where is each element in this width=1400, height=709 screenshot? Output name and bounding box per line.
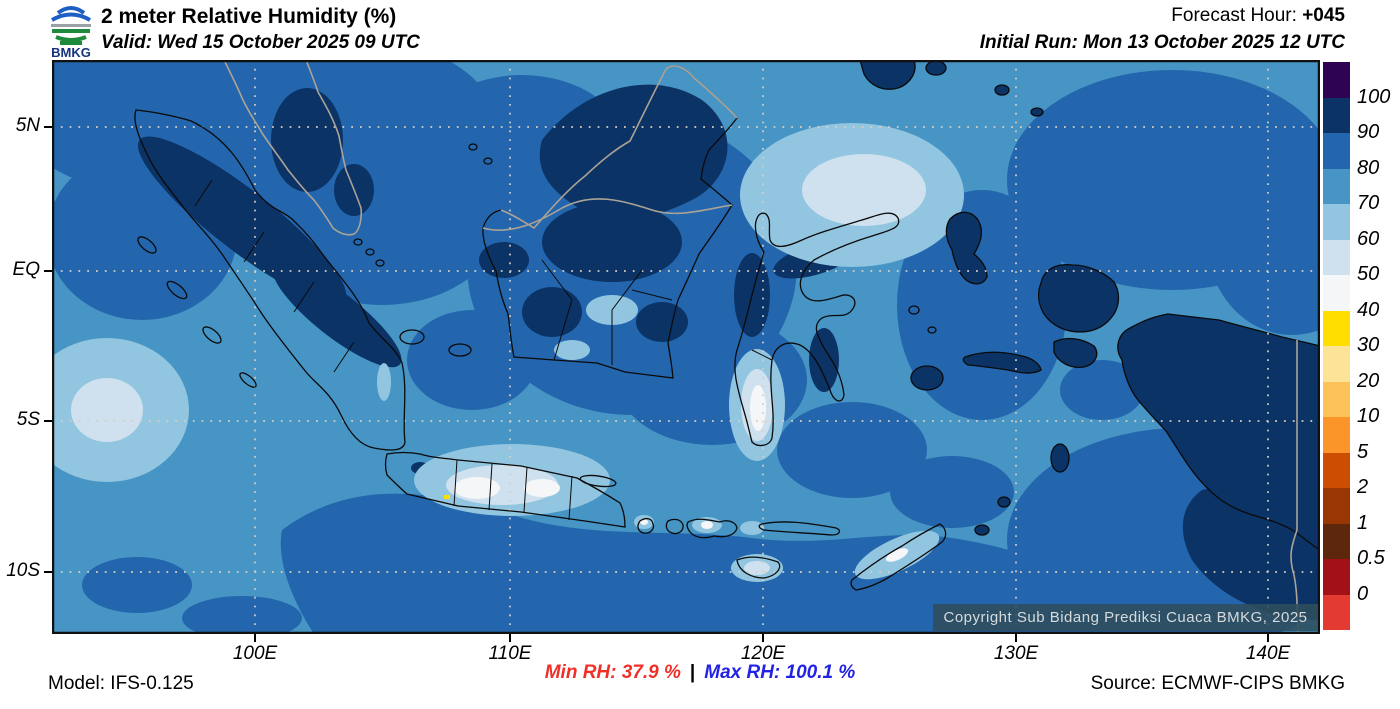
lon-tick-mark	[1015, 634, 1017, 642]
colorbar-segment	[1323, 168, 1350, 204]
page-title: 2 meter Relative Humidity (%)	[101, 5, 397, 28]
bmkg-logo-text: BMKG	[51, 45, 91, 59]
colorbar-segment	[1323, 275, 1350, 311]
coast-madura	[579, 474, 617, 488]
colorbar-tick-label: 60	[1357, 227, 1380, 250]
colorbar-segment	[1323, 97, 1350, 133]
initial-run: Initial Run: Mon 13 October 2025 12 UTC	[979, 32, 1345, 53]
colorbar-tick-label: 20	[1357, 369, 1380, 392]
lat-tick-label: 10S	[6, 560, 40, 581]
lon-tick-mark	[509, 634, 511, 642]
lon-tick-label: 120E	[740, 643, 786, 664]
forecast-hour-label: Forecast Hour:	[1171, 5, 1303, 26]
rh-40-50	[454, 385, 909, 562]
colorbar-segment	[1323, 488, 1350, 524]
land-seram	[962, 351, 1042, 374]
minmax-separator: |	[689, 662, 696, 683]
lat-tick-label: EQ	[12, 259, 40, 280]
rh-80-90	[12, 20, 1377, 652]
coast-java	[384, 451, 626, 528]
colorbar-segment	[1323, 346, 1350, 382]
coastlines-indonesia	[134, 65, 947, 591]
land-mindanao	[859, 59, 916, 90]
map-area: Copyright Sub Bidang Prediksi Cuaca BMKG…	[12, 20, 1377, 652]
model-label: Model: IFS-0.125	[48, 673, 194, 694]
lat-tick-label: 5S	[16, 409, 40, 430]
coast-sumba	[736, 556, 781, 579]
colorbar-segment	[1323, 133, 1350, 169]
lat-tick-mark	[44, 270, 52, 272]
lon-tick-mark	[254, 634, 256, 642]
colorbar-tick-label: 70	[1357, 192, 1380, 214]
land-papua	[1117, 313, 1321, 552]
land-navy	[859, 59, 1321, 552]
land-buru	[910, 365, 944, 391]
land-aru	[1050, 443, 1070, 473]
colorbar-segment	[1323, 381, 1350, 417]
lat-tick-mark	[44, 126, 52, 128]
gridlines	[52, 60, 1320, 634]
coast-lombok	[665, 518, 684, 535]
lon-tick-mark	[762, 634, 764, 642]
colorbar-tick-label: 0	[1357, 582, 1369, 605]
min-rh: Min RH: 37.9 %	[544, 662, 681, 683]
colorbar-segment	[1323, 62, 1350, 98]
source-label: Source: ECMWF-CIPS BMKG	[1090, 673, 1345, 694]
colorbar-segment	[1323, 310, 1350, 346]
colorbar-tick-label: 5	[1357, 440, 1369, 463]
colorbar-segment	[1323, 417, 1350, 453]
lat-tick-label: 5N	[15, 115, 40, 136]
coast-timor	[850, 523, 947, 591]
colorbar-tick-label: 0.5	[1357, 547, 1385, 569]
minmax-row: Min RH: 37.9 % | Max RH: 100.1 %	[0, 662, 1400, 684]
colorbar-segment	[1323, 452, 1350, 488]
colorbar-tick-label: 90	[1357, 121, 1380, 143]
colorbar-tick-label: 2	[1357, 476, 1369, 498]
coast-sulawesi	[734, 212, 900, 447]
coast-bali	[637, 517, 655, 534]
lon-tick-label: 100E	[232, 643, 278, 664]
coast-borneo-malaysia	[500, 65, 738, 230]
border-kalimantan	[482, 198, 733, 231]
colorbar	[1323, 62, 1350, 630]
coast-sumbawa	[686, 518, 738, 539]
colorbar-segment	[1323, 523, 1350, 559]
colorbar-segment	[1323, 204, 1350, 240]
coast-malay-peninsula	[223, 59, 363, 236]
land-halmahera	[945, 211, 988, 285]
colorbar-labels: 100 90 80 70 60 50 40 30 20 10 5 2 1 0.5 0	[1357, 62, 1399, 630]
lon-tick-label: 140E	[1245, 643, 1291, 664]
colorbar-tick-label: 100	[1357, 85, 1391, 108]
colorbar-segment	[1323, 239, 1350, 275]
humidity-map	[12, 20, 1377, 652]
lon-tick-label: 130E	[993, 643, 1039, 664]
header-right: Forecast Hour: +045 Initial Run: Mon 13 …	[980, 5, 1345, 54]
colorbar-tick-label: 10	[1357, 405, 1380, 427]
land-papua-head	[1037, 263, 1120, 333]
colorbar-segment	[1323, 559, 1350, 595]
copyright-badge: Copyright Sub Bidang Prediksi Cuaca BMKG…	[933, 604, 1318, 631]
lon-tick-label: 110E	[488, 643, 532, 664]
province-borders	[194, 179, 773, 521]
land-papua-bomberai	[1053, 337, 1098, 368]
colorbar-tick-label: 1	[1357, 511, 1369, 534]
colorbar-tick-label: 40	[1357, 298, 1380, 321]
forecast-hour: Forecast Hour: +045	[980, 5, 1345, 27]
map-border	[51, 59, 1321, 635]
colorbar-tick-label: 50	[1357, 263, 1380, 285]
colorbar-tick-label: 80	[1357, 156, 1380, 179]
bmkg-logo-icon: BMKG	[50, 6, 92, 59]
max-rh: Max RH: 100.1 %	[704, 662, 856, 683]
colorbar-segment	[1323, 594, 1350, 630]
valid-time: Valid: Wed 15 October 2025 09 UTC	[101, 32, 420, 53]
lat-tick-mark	[44, 571, 52, 573]
rh-30-40	[444, 495, 450, 499]
lat-tick-mark	[44, 420, 52, 422]
colorbar-tick-label: 30	[1357, 334, 1380, 356]
forecast-hour-value: +045	[1302, 5, 1345, 26]
coast-sumatra	[134, 109, 406, 451]
coast-flores	[758, 521, 841, 536]
lon-tick-mark	[1267, 634, 1269, 642]
